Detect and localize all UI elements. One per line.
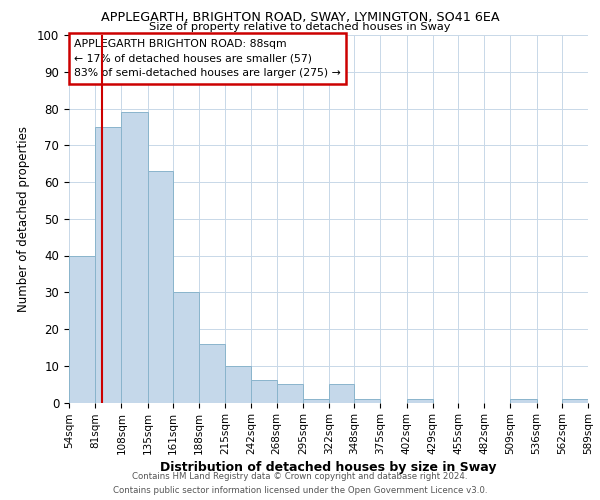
Text: Size of property relative to detached houses in Sway: Size of property relative to detached ho… [149, 22, 451, 32]
Text: Contains public sector information licensed under the Open Government Licence v3: Contains public sector information licen… [113, 486, 487, 495]
Text: APPLEGARTH BRIGHTON ROAD: 88sqm
← 17% of detached houses are smaller (57)
83% of: APPLEGARTH BRIGHTON ROAD: 88sqm ← 17% of… [74, 38, 341, 78]
Y-axis label: Number of detached properties: Number of detached properties [17, 126, 30, 312]
Bar [199, 344, 225, 402]
Text: Contains HM Land Registry data © Crown copyright and database right 2024.: Contains HM Land Registry data © Crown c… [132, 472, 468, 481]
Bar [277, 384, 303, 402]
Bar [225, 366, 251, 403]
Bar [173, 292, 199, 403]
Bar [121, 112, 148, 403]
Bar [303, 399, 329, 402]
Bar [329, 384, 354, 402]
Bar [69, 256, 95, 402]
Bar [148, 171, 173, 402]
Bar [407, 399, 433, 402]
Bar [354, 399, 380, 402]
Bar [511, 399, 536, 402]
Bar [562, 399, 588, 402]
X-axis label: Distribution of detached houses by size in Sway: Distribution of detached houses by size … [160, 462, 497, 474]
Bar [95, 127, 121, 402]
Bar [251, 380, 277, 402]
Text: APPLEGARTH, BRIGHTON ROAD, SWAY, LYMINGTON, SO41 6EA: APPLEGARTH, BRIGHTON ROAD, SWAY, LYMINGT… [101, 11, 499, 24]
